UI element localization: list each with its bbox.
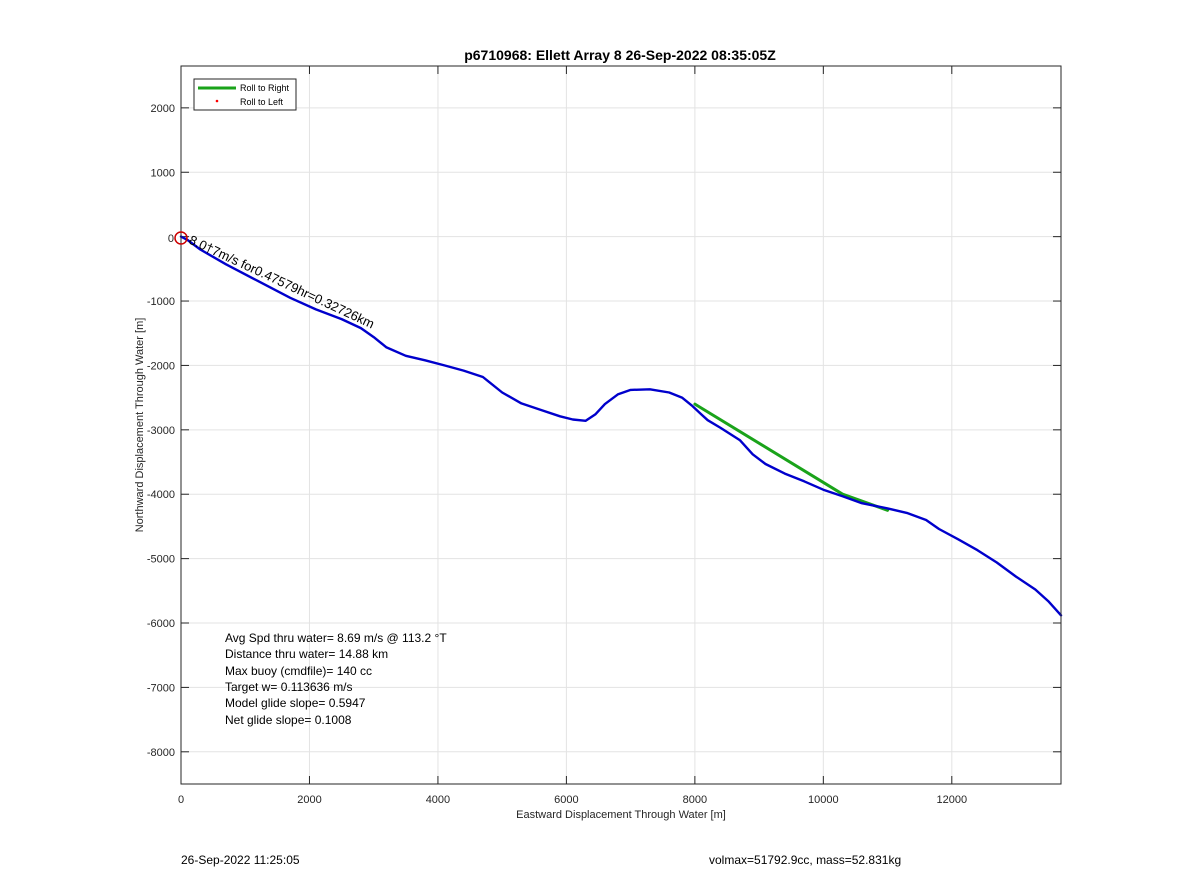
y-axis-ticks: 2000 1000 -1000 -2000 -3000 -4000 -5000 -6000 -7… [147, 103, 1061, 759]
x-tick-label: 8000 [683, 794, 707, 806]
y-tick-label: -5000 [147, 554, 175, 566]
footer-timestamp: 26-Sep-2022 11:25:05 [181, 853, 300, 867]
y-tick-label: -4000 [147, 489, 175, 501]
legend-label-roll-to-right: Roll to Right [240, 83, 290, 93]
y-axis-label: Northward Displacement Through Water [m] [134, 318, 146, 533]
stat-avg-speed: Avg Spd thru water= 8.69 m/s @ 113.2 °T [225, 631, 447, 645]
x-axis-ticks: 0 2000 4000 6000 8000 10000 12000 [178, 66, 967, 806]
plot-frame [180, 65, 1062, 785]
start-marker-label: 0 [168, 233, 174, 245]
y-tick-label: 2000 [151, 103, 175, 115]
legend-label-roll-to-left: Roll to Left [240, 97, 284, 107]
legend-box [193, 78, 297, 111]
x-tick-label: 0 [178, 794, 184, 806]
x-axis-label: Eastward Displacement Through Water [m] [516, 809, 726, 821]
x-tick-label: 4000 [426, 794, 450, 806]
stats-block: Avg Spd thru water= 8.69 m/s @ 113.2 °T … [225, 631, 447, 727]
legend: Roll to Right Roll to Left [193, 78, 297, 111]
legend-swatch-roll-to-left [215, 99, 219, 103]
x-tick-label: 12000 [937, 794, 968, 806]
y-tick-label: 1000 [151, 167, 175, 179]
stat-target-w: Target w= 0.113636 m/s [225, 680, 353, 694]
y-tick-label: -2000 [147, 360, 175, 372]
grid [180, 66, 1061, 784]
x-tick-label: 2000 [297, 794, 321, 806]
stat-distance: Distance thru water= 14.88 km [225, 647, 388, 661]
plot-area [181, 66, 1061, 784]
y-tick-label: -7000 [147, 682, 175, 694]
chart-title: p6710968: Ellett Array 8 26-Sep-2022 08:… [464, 47, 776, 63]
stat-max-buoy: Max buoy (cmdfile)= 140 cc [225, 664, 372, 678]
y-tick-label: -3000 [147, 425, 175, 437]
start-marker [174, 231, 188, 245]
x-tick-label: 10000 [808, 794, 839, 806]
footer-volmax-mass: volmax=51792.9cc, mass=52.831kg [709, 853, 902, 867]
series-line-track [179, 235, 1063, 617]
y-tick-label: -1000 [147, 296, 175, 308]
start-marker-group: 0 [168, 231, 188, 245]
y-tick-label: -6000 [147, 618, 175, 630]
stat-net-glide: Net glide slope= 0.1008 [225, 713, 352, 727]
y-tick-label: -8000 [147, 747, 175, 759]
x-tick-label: 6000 [554, 794, 578, 806]
series-layer [179, 235, 1063, 617]
stat-model-glide: Model glide slope= 0.5947 [225, 696, 366, 710]
